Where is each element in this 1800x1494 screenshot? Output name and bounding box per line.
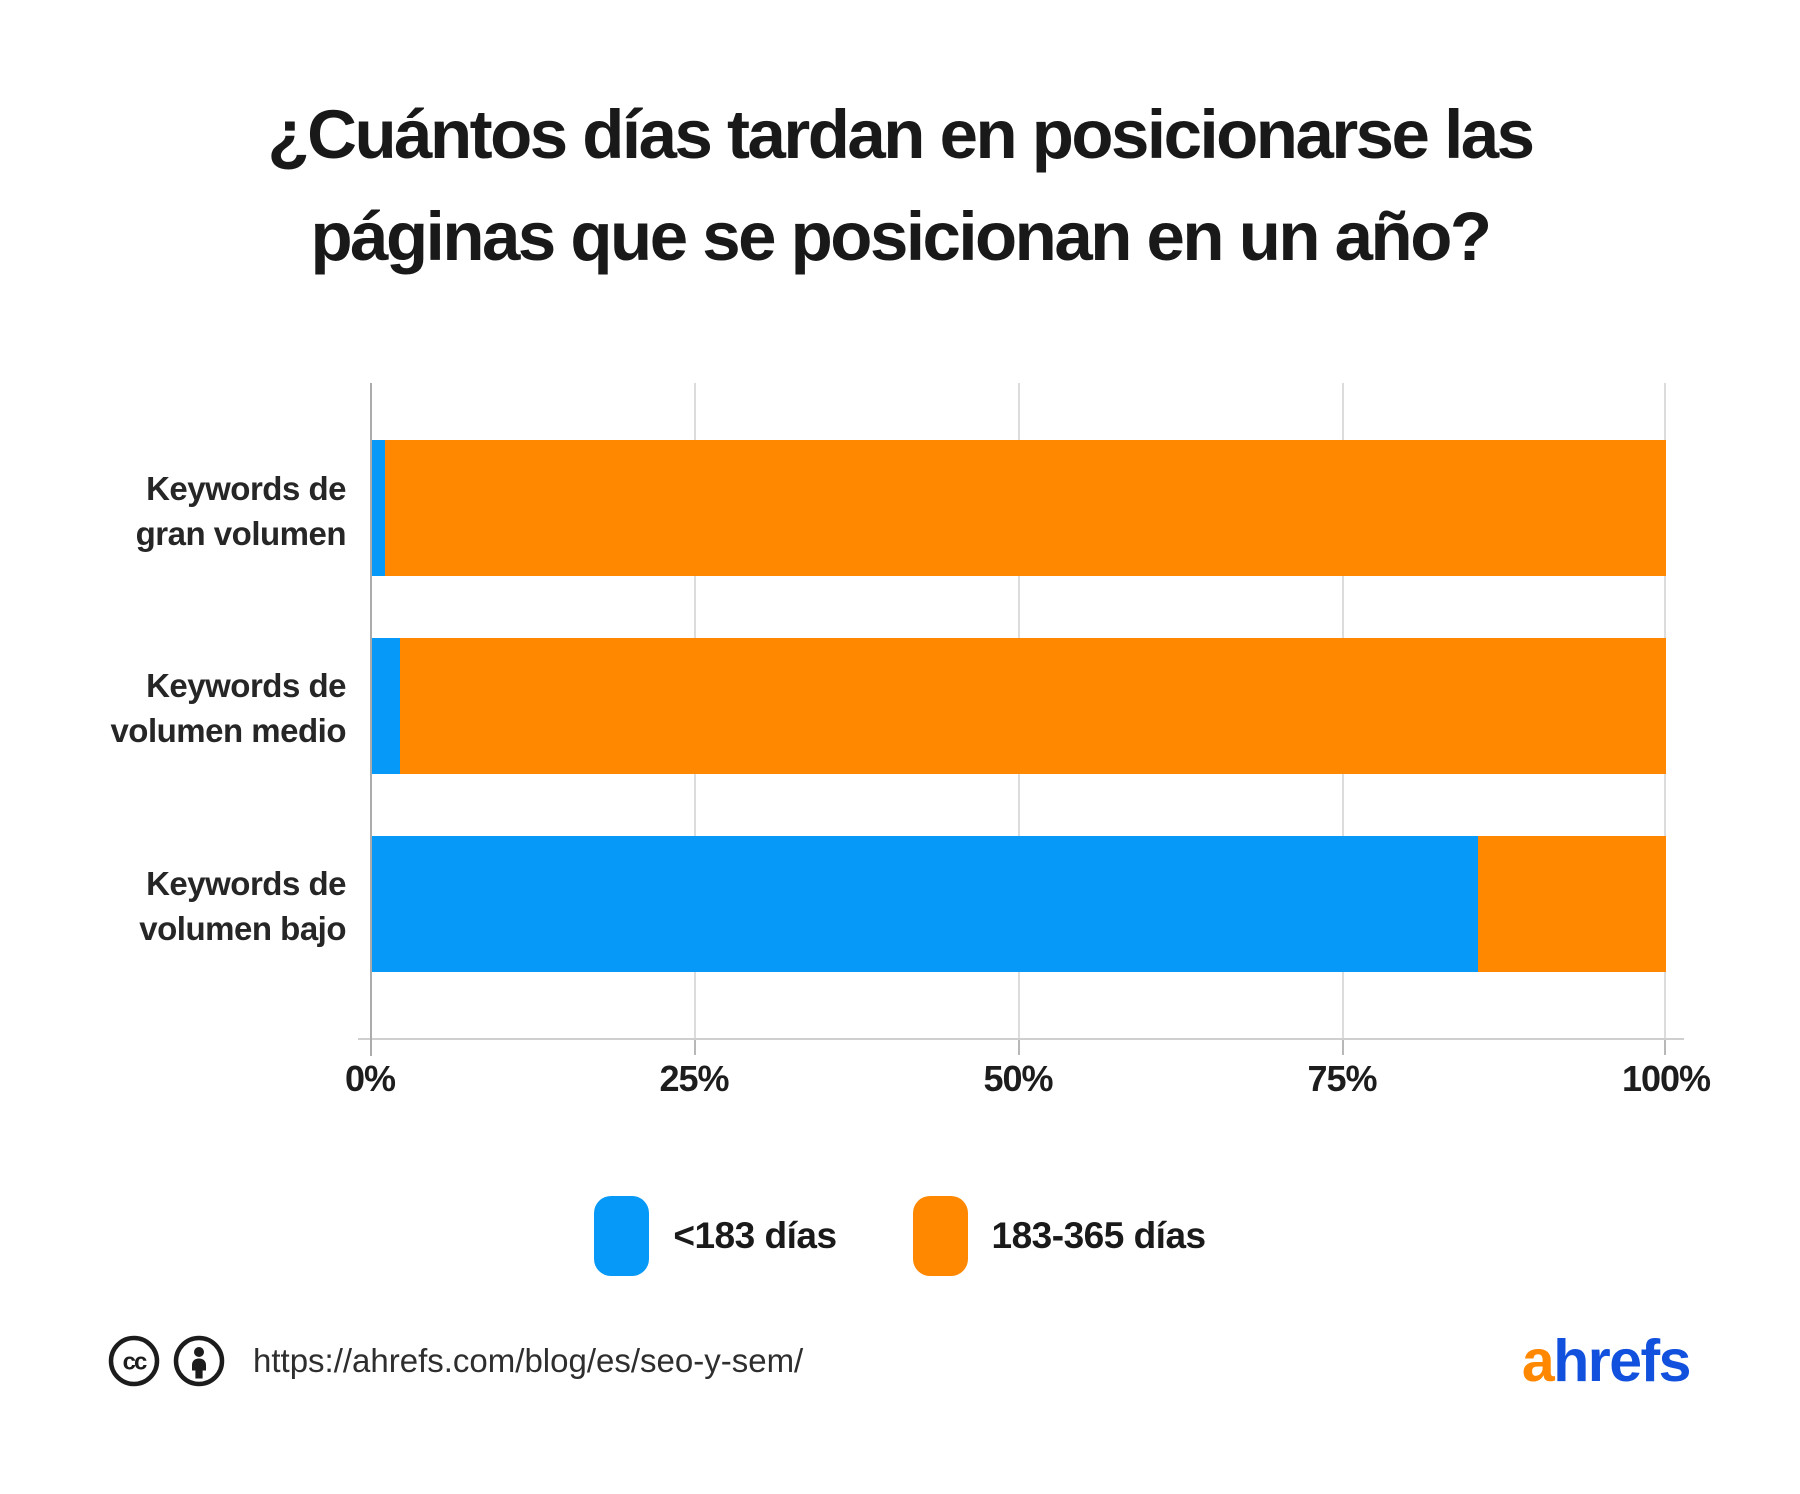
category-label-line: volumen bajo <box>139 910 346 947</box>
category-label-line: Keywords de <box>146 865 346 902</box>
license-icons: cc <box>108 1335 225 1387</box>
legend-swatch-orange <box>912 1196 968 1276</box>
category-label-volumen-medio: Keywords de volumen medio <box>0 663 346 753</box>
cc-icon: cc <box>108 1335 160 1387</box>
svg-text:cc: cc <box>123 1349 147 1376</box>
ahrefs-logo-part2: hrefs <box>1553 1328 1691 1394</box>
plot-area: 0% 25% 50% 75% 100% <box>345 383 1711 1099</box>
x-tick-mark <box>1664 1040 1666 1055</box>
chart-title-line2: páginas que se posicionan en un año? <box>310 198 1492 275</box>
bar-segment-under-183-dias <box>372 440 385 576</box>
x-tick-label-50: 50% <box>983 1058 1053 1099</box>
bar-segment-under-183-dias <box>372 638 401 774</box>
category-label-line: gran volumen <box>135 515 347 552</box>
y-axis-line <box>370 383 372 1056</box>
x-tick-mark <box>1018 1040 1020 1055</box>
x-tick-label-75: 75% <box>1307 1058 1377 1099</box>
bar-segment-183-365-dias <box>400 638 1666 774</box>
bar-segment-183-365-dias <box>384 440 1666 576</box>
bar-segment-under-183-dias <box>372 836 1479 972</box>
x-tick-label-25: 25% <box>659 1058 729 1099</box>
bar-row-volumen-medio <box>372 638 1666 774</box>
chart-title-line1: ¿Cuántos días tardan en posicionarse las <box>267 96 1535 173</box>
bar-segment-183-365-dias <box>1478 836 1666 972</box>
legend-swatch-blue <box>594 1196 650 1276</box>
bar-row-gran-volumen <box>372 440 1666 576</box>
x-tick-label-0: 0% <box>344 1058 396 1099</box>
category-label-volumen-bajo: Keywords de volumen bajo <box>0 861 346 951</box>
bar-row-volumen-bajo <box>372 836 1666 972</box>
category-label-line: volumen medio <box>110 712 346 749</box>
legend-item-under-183-dias: <183 días <box>594 1196 837 1276</box>
ahrefs-logo: ahrefs <box>1521 1328 1692 1394</box>
legend-item-183-365-dias: 183-365 días <box>912 1196 1207 1276</box>
category-label-line: Keywords de <box>146 667 346 704</box>
x-axis-line <box>358 1038 1684 1040</box>
ahrefs-logo-part1: a <box>1521 1328 1555 1394</box>
legend-label: <183 días <box>673 1215 837 1256</box>
category-label-gran-volumen: Keywords de gran volumen <box>0 466 347 556</box>
source-url: https://ahrefs.com/blog/es/seo-y-sem/ <box>253 1342 804 1379</box>
attribution-icon <box>173 1335 225 1387</box>
chart-title: ¿Cuántos días tardan en posicionarse las… <box>0 84 1800 288</box>
legend-label: 183-365 días <box>991 1215 1207 1256</box>
x-tick-mark <box>694 1040 696 1055</box>
x-tick-mark <box>1342 1040 1344 1055</box>
category-label-line: Keywords de <box>146 470 346 507</box>
x-tick-label-100: 100% <box>1621 1058 1711 1099</box>
legend: <183 días 183-365 días <box>0 1196 1800 1276</box>
footer: cc https://ahrefs.com/blog/es/seo-y-sem/… <box>108 1328 1692 1394</box>
